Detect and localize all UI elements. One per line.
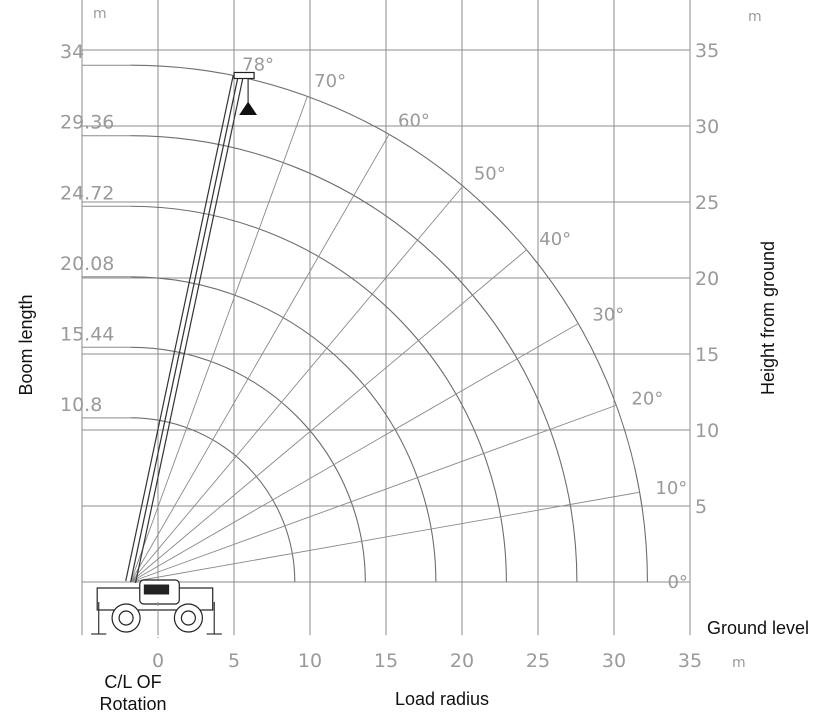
- boom-length-arc: [130, 64, 648, 583]
- boom-length-label: 15.44: [60, 323, 114, 345]
- boom-length-arcs: [82, 64, 648, 583]
- boom-line: [125, 75, 234, 582]
- y-tick-label: 20: [695, 268, 719, 290]
- boom-angle-label: 70°: [314, 71, 346, 92]
- boom-angle-ray: [130, 134, 390, 583]
- boom-head: [233, 71, 255, 80]
- boom-angle-label: 60°: [398, 110, 430, 131]
- y-tick-label: 30: [695, 116, 719, 138]
- boom-angle-ray: [130, 323, 579, 583]
- boom-angle-ray: [130, 404, 617, 583]
- crane-wheel-front-hub: [118, 610, 134, 626]
- boom-length-arc: [130, 276, 437, 583]
- y-tick-label: 25: [695, 192, 719, 214]
- boom-angle-label: 40°: [539, 229, 571, 250]
- boom-drawing: [125, 71, 258, 584]
- x-tick-label: 20: [450, 650, 474, 672]
- boom-length-label: 29.36: [60, 112, 114, 134]
- x-tick-label: 25: [526, 650, 550, 672]
- left-axis-unit: m: [93, 6, 107, 22]
- hook-triangle: [239, 101, 258, 115]
- boom-length-label: 24.72: [60, 182, 114, 204]
- x-tick-label: 35: [678, 650, 702, 672]
- x-tick-label: 30: [602, 650, 626, 672]
- crane-drawing: [91, 579, 222, 638]
- boom-angle-label: 10°: [655, 478, 687, 499]
- boom-length-arc: [130, 346, 366, 583]
- boom-line: [134, 77, 244, 584]
- right-axis-title: Height from ground: [758, 241, 778, 395]
- boom-length-label: 10.8: [60, 394, 102, 416]
- ground-level-label: Ground level: [707, 618, 809, 638]
- y-tick-label: 5: [695, 496, 707, 518]
- boom-angle-label: 20°: [631, 388, 663, 409]
- x-tick-label: 5: [228, 650, 240, 672]
- boom-length-arc: [130, 205, 507, 583]
- chart-labels: 051015202530355101520253035403429.3624.7…: [60, 40, 719, 672]
- boom-angle-ray: [130, 491, 640, 583]
- crane-cab-window: [143, 584, 170, 595]
- boom-length-label: 20.08: [60, 253, 114, 275]
- rotation-label-line1: C/L OF: [104, 672, 161, 692]
- x-tick-label: 0: [152, 650, 164, 672]
- boom-length-label: 34: [60, 41, 84, 63]
- x-tick-label: 10: [298, 650, 322, 672]
- x-tick-label: 15: [374, 650, 398, 672]
- boom-angle-label: 0°: [667, 572, 687, 593]
- boom-length-arc: [130, 135, 578, 583]
- boom-length-arc: [130, 417, 296, 583]
- y-tick-label: 15: [695, 344, 719, 366]
- boom-angle-ray: [130, 96, 308, 583]
- y-tick-label: 35: [695, 40, 719, 62]
- boom-line: [130, 76, 239, 583]
- x-axis-title: Load radius: [395, 689, 489, 709]
- boom-angle-ray: [130, 185, 464, 583]
- left-axis-title: Boom length: [16, 294, 36, 395]
- boom-angle-label: 30°: [592, 305, 624, 326]
- x-axis-unit: m: [732, 655, 746, 671]
- crane-wheel-rear-hub: [180, 610, 196, 626]
- rotation-label-line2: Rotation: [99, 694, 166, 714]
- right-axis-unit: m: [748, 9, 762, 25]
- y-tick-label: 10: [695, 420, 719, 442]
- boom-angle-label: 50°: [474, 163, 506, 184]
- boom-angle-label: 78°: [242, 55, 274, 76]
- boom-angle-ray: [130, 249, 527, 583]
